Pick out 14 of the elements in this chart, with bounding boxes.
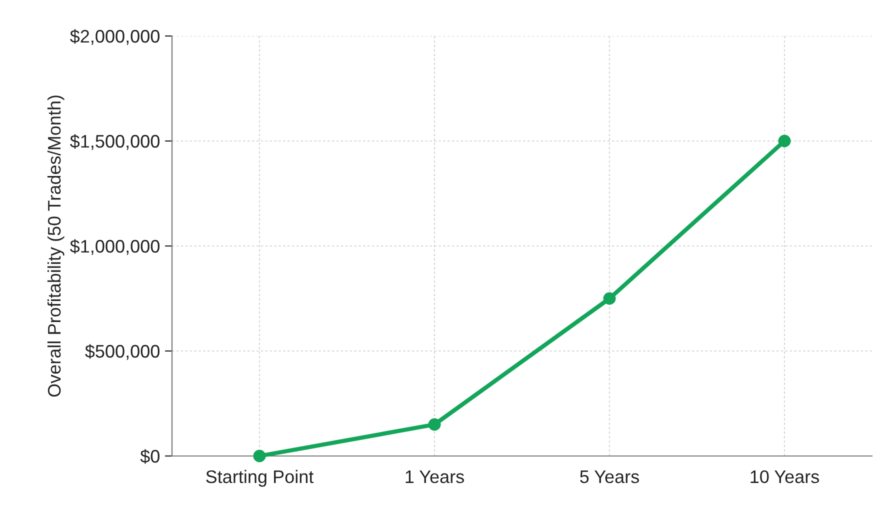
x-tick-label: 10 Years xyxy=(750,470,819,484)
y-axis-title: Overall Profitability (50 Trades/Month) xyxy=(47,96,64,397)
y-tick-label: $0 xyxy=(140,449,160,464)
point xyxy=(603,292,616,305)
x-tick-label: 5 Years xyxy=(580,470,639,484)
point xyxy=(778,134,791,148)
y-tick-label: $1,000,000 xyxy=(70,239,160,255)
y-tick-label: $500,000 xyxy=(85,344,160,360)
point xyxy=(428,418,441,431)
x-tick-label: 1 Years xyxy=(406,470,464,484)
y-tick-label: $1,500,000 xyxy=(70,134,160,150)
point xyxy=(253,450,266,462)
x-tick-label: Starting Point xyxy=(206,470,314,487)
y-tick-label: $2,000,000 xyxy=(70,29,160,45)
